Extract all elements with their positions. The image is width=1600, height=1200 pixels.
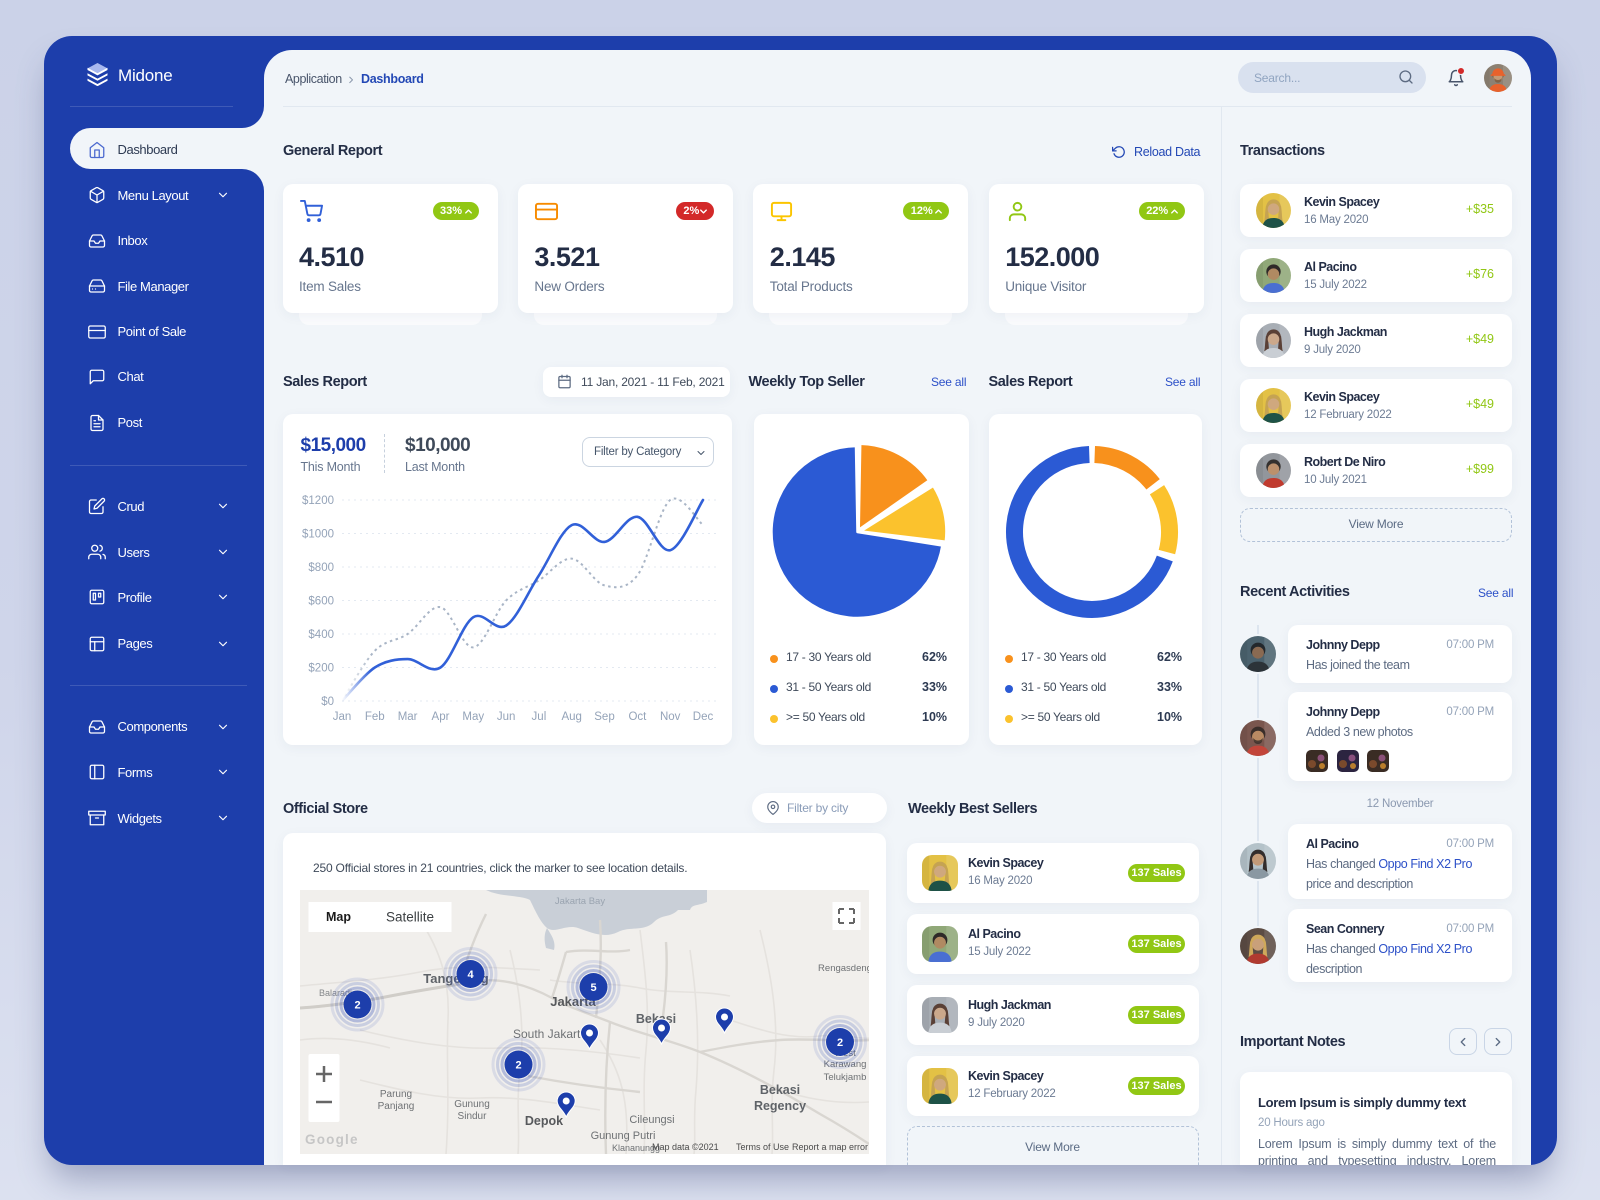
svg-text:Gunung: Gunung — [454, 1099, 490, 1110]
svg-text:Klananungg: Klananungg — [611, 1143, 659, 1153]
svg-text:Parung: Parung — [379, 1089, 411, 1100]
svg-text:2: 2 — [354, 1000, 360, 1012]
svg-text:Map: Map — [326, 910, 351, 924]
svg-text:Karawang: Karawang — [823, 1059, 866, 1070]
svg-text:Jan: Jan — [333, 711, 352, 723]
svg-text:South Jakarta: South Jakarta — [512, 1027, 586, 1041]
svg-text:Sep: Sep — [594, 711, 614, 723]
svg-text:Terms of Use: Terms of Use — [736, 1142, 789, 1152]
svg-text:$800: $800 — [308, 562, 334, 574]
svg-text:Regency: Regency — [753, 1099, 805, 1113]
svg-text:2: 2 — [836, 1037, 842, 1049]
svg-text:Depok: Depok — [524, 1114, 562, 1128]
svg-text:$400: $400 — [308, 629, 334, 641]
svg-text:Gunung Putri: Gunung Putri — [590, 1130, 655, 1142]
svg-text:Jul: Jul — [532, 711, 547, 723]
svg-text:Balaradja: Balaradja — [318, 988, 356, 998]
svg-text:May: May — [462, 711, 484, 723]
svg-text:Panjang: Panjang — [377, 1101, 414, 1112]
svg-text:$1200: $1200 — [302, 495, 334, 507]
svg-text:Sindur: Sindur — [457, 1111, 487, 1122]
svg-text:Bekasi: Bekasi — [759, 1083, 799, 1097]
svg-text:$0: $0 — [321, 696, 334, 708]
svg-text:Jun: Jun — [497, 711, 516, 723]
svg-text:Satellite: Satellite — [385, 910, 433, 925]
svg-text:Google: Google — [305, 1132, 359, 1147]
svg-text:Cileungsi: Cileungsi — [629, 1114, 674, 1126]
svg-text:Map data ©2021: Map data ©2021 — [652, 1142, 719, 1152]
svg-text:Telukjamb: Telukjamb — [823, 1072, 866, 1083]
svg-text:4: 4 — [467, 969, 474, 981]
svg-text:Apr: Apr — [432, 711, 450, 723]
svg-text:$200: $200 — [308, 663, 334, 675]
svg-text:5: 5 — [590, 982, 596, 994]
svg-text:Mar: Mar — [398, 711, 418, 723]
svg-text:Aug: Aug — [561, 711, 581, 723]
svg-text:2: 2 — [515, 1060, 521, 1072]
svg-text:$1000: $1000 — [302, 529, 334, 541]
svg-text:Feb: Feb — [365, 711, 385, 723]
svg-text:$600: $600 — [308, 596, 334, 608]
svg-text:Report a map error: Report a map error — [791, 1142, 867, 1152]
svg-text:Dec: Dec — [693, 711, 714, 723]
svg-text:Nov: Nov — [660, 711, 681, 723]
svg-text:Jakarta Bay: Jakarta Bay — [554, 896, 604, 907]
svg-text:Rengasdeng: Rengasdeng — [818, 963, 869, 974]
svg-text:Oct: Oct — [628, 711, 647, 723]
